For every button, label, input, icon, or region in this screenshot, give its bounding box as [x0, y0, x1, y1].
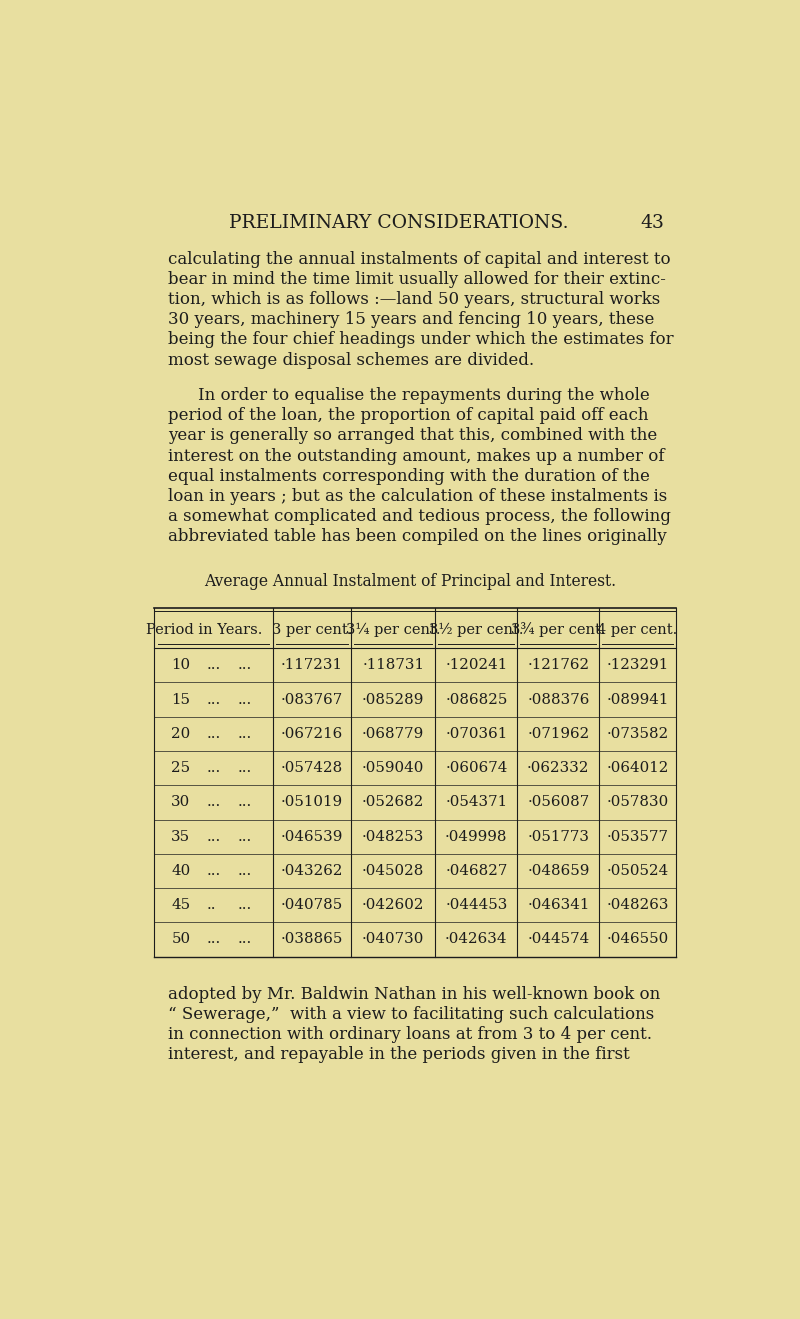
Text: ·085289: ·085289 — [362, 692, 424, 707]
Text: ..: .. — [207, 898, 217, 913]
Text: being the four chief headings under which the estimates for: being the four chief headings under whic… — [168, 331, 674, 348]
Text: period of the loan, the proportion of capital paid off each: period of the loan, the proportion of ca… — [168, 408, 649, 425]
Text: ·052682: ·052682 — [362, 795, 424, 810]
Text: bear in mind the time limit usually allowed for their extinc-: bear in mind the time limit usually allo… — [168, 270, 666, 288]
Text: ·070361: ·070361 — [446, 727, 507, 741]
Text: ·042602: ·042602 — [362, 898, 425, 913]
Text: ·043262: ·043262 — [281, 864, 343, 878]
Text: adopted by Mr. Baldwin Nathan in his well-known book on: adopted by Mr. Baldwin Nathan in his wel… — [168, 985, 661, 1002]
Text: ·060674: ·060674 — [445, 761, 507, 776]
Text: equal instalments corresponding with the duration of the: equal instalments corresponding with the… — [168, 468, 650, 485]
Text: ·062332: ·062332 — [527, 761, 590, 776]
Text: ·046550: ·046550 — [606, 933, 669, 947]
Text: ·049998: ·049998 — [445, 830, 507, 844]
Text: 50: 50 — [171, 933, 190, 947]
Text: ·068779: ·068779 — [362, 727, 424, 741]
Text: 20: 20 — [171, 727, 190, 741]
Text: ·083767: ·083767 — [281, 692, 343, 707]
Text: ·046341: ·046341 — [527, 898, 590, 913]
Text: ·121762: ·121762 — [527, 658, 590, 673]
Text: ·046539: ·046539 — [281, 830, 343, 844]
Text: ...: ... — [238, 727, 252, 741]
Text: 45: 45 — [171, 898, 190, 913]
Text: abbreviated table has been compiled on the lines originally: abbreviated table has been compiled on t… — [168, 529, 667, 545]
Text: ·073582: ·073582 — [606, 727, 669, 741]
Text: 3¼ per cent.: 3¼ per cent. — [346, 623, 441, 637]
Text: ·071962: ·071962 — [527, 727, 590, 741]
Text: ...: ... — [207, 795, 221, 810]
Text: ·040785: ·040785 — [281, 898, 343, 913]
Text: ·048659: ·048659 — [527, 864, 590, 878]
Text: in connection with ordinary loans at from 3 to 4 per cent.: in connection with ordinary loans at fro… — [168, 1026, 652, 1043]
Text: ·089941: ·089941 — [606, 692, 669, 707]
Text: ...: ... — [238, 795, 252, 810]
Text: ·057830: ·057830 — [606, 795, 669, 810]
Text: 35: 35 — [171, 830, 190, 844]
Text: ·064012: ·064012 — [606, 761, 669, 776]
Text: ·050524: ·050524 — [606, 864, 669, 878]
Text: calculating the annual instalments of capital and interest to: calculating the annual instalments of ca… — [168, 251, 671, 268]
Text: ·051773: ·051773 — [527, 830, 590, 844]
Text: 15: 15 — [171, 692, 190, 707]
Text: ·051019: ·051019 — [281, 795, 343, 810]
Text: 3½ per cent.: 3½ per cent. — [429, 623, 523, 637]
Text: ·044574: ·044574 — [527, 933, 590, 947]
Text: 43: 43 — [640, 214, 664, 232]
Text: 3¾ per cent.: 3¾ per cent. — [511, 623, 606, 637]
Text: ·123291: ·123291 — [606, 658, 669, 673]
Text: year is generally so arranged that this, combined with the: year is generally so arranged that this,… — [168, 427, 658, 445]
Text: ·038865: ·038865 — [281, 933, 343, 947]
Text: ·054371: ·054371 — [446, 795, 507, 810]
Text: ·056087: ·056087 — [527, 795, 590, 810]
Text: ...: ... — [207, 933, 221, 947]
Text: loan in years ; but as the calculation of these instalments is: loan in years ; but as the calculation o… — [168, 488, 667, 505]
Text: ...: ... — [207, 830, 221, 844]
Text: ·046827: ·046827 — [445, 864, 507, 878]
Text: In order to equalise the repayments during the whole: In order to equalise the repayments duri… — [198, 386, 650, 404]
Text: ·048253: ·048253 — [362, 830, 424, 844]
Text: ·048263: ·048263 — [606, 898, 669, 913]
Text: ·053577: ·053577 — [606, 830, 669, 844]
Text: tion, which is as follows :—land 50 years, structural works: tion, which is as follows :—land 50 year… — [168, 291, 661, 309]
Text: ·120241: ·120241 — [446, 658, 507, 673]
Text: ·117231: ·117231 — [281, 658, 343, 673]
Text: 30: 30 — [171, 795, 190, 810]
Text: ·067216: ·067216 — [281, 727, 343, 741]
Text: interest on the outstanding amount, makes up a number of: interest on the outstanding amount, make… — [168, 447, 665, 464]
Text: Period in Years.: Period in Years. — [146, 623, 262, 637]
Text: ·045028: ·045028 — [362, 864, 424, 878]
Text: ...: ... — [238, 933, 252, 947]
Text: 3 per cent.: 3 per cent. — [272, 623, 352, 637]
Text: “ Sewerage,”  with a view to facilitating such calculations: “ Sewerage,” with a view to facilitating… — [168, 1006, 654, 1024]
Text: ·118731: ·118731 — [362, 658, 424, 673]
Text: interest, and repayable in the periods given in the first: interest, and repayable in the periods g… — [168, 1046, 630, 1063]
Text: ·088376: ·088376 — [527, 692, 590, 707]
Text: 40: 40 — [171, 864, 190, 878]
Text: ...: ... — [207, 761, 221, 776]
Text: ...: ... — [207, 727, 221, 741]
Text: ·044453: ·044453 — [445, 898, 507, 913]
Text: a somewhat complicated and tedious process, the following: a somewhat complicated and tedious proce… — [168, 508, 671, 525]
Text: ·040730: ·040730 — [362, 933, 424, 947]
Text: ...: ... — [207, 864, 221, 878]
Text: 10: 10 — [171, 658, 190, 673]
Text: Average Annual Instalment of Principal and Interest.: Average Annual Instalment of Principal a… — [204, 574, 616, 590]
Text: most sewage disposal schemes are divided.: most sewage disposal schemes are divided… — [168, 352, 534, 368]
Text: ·042634: ·042634 — [445, 933, 507, 947]
Text: 4 per cent.: 4 per cent. — [598, 623, 678, 637]
Text: ...: ... — [207, 658, 221, 673]
Text: ...: ... — [238, 761, 252, 776]
Text: ...: ... — [238, 692, 252, 707]
Text: ·057428: ·057428 — [281, 761, 343, 776]
Text: 25: 25 — [171, 761, 190, 776]
Text: ...: ... — [238, 658, 252, 673]
Text: PRELIMINARY CONSIDERATIONS.: PRELIMINARY CONSIDERATIONS. — [229, 214, 568, 232]
Text: ...: ... — [238, 864, 252, 878]
Text: ·059040: ·059040 — [362, 761, 424, 776]
Text: ...: ... — [238, 830, 252, 844]
Text: ·086825: ·086825 — [445, 692, 507, 707]
Text: ...: ... — [238, 898, 252, 913]
Text: 30 years, machinery 15 years and fencing 10 years, these: 30 years, machinery 15 years and fencing… — [168, 311, 654, 328]
Text: ...: ... — [207, 692, 221, 707]
